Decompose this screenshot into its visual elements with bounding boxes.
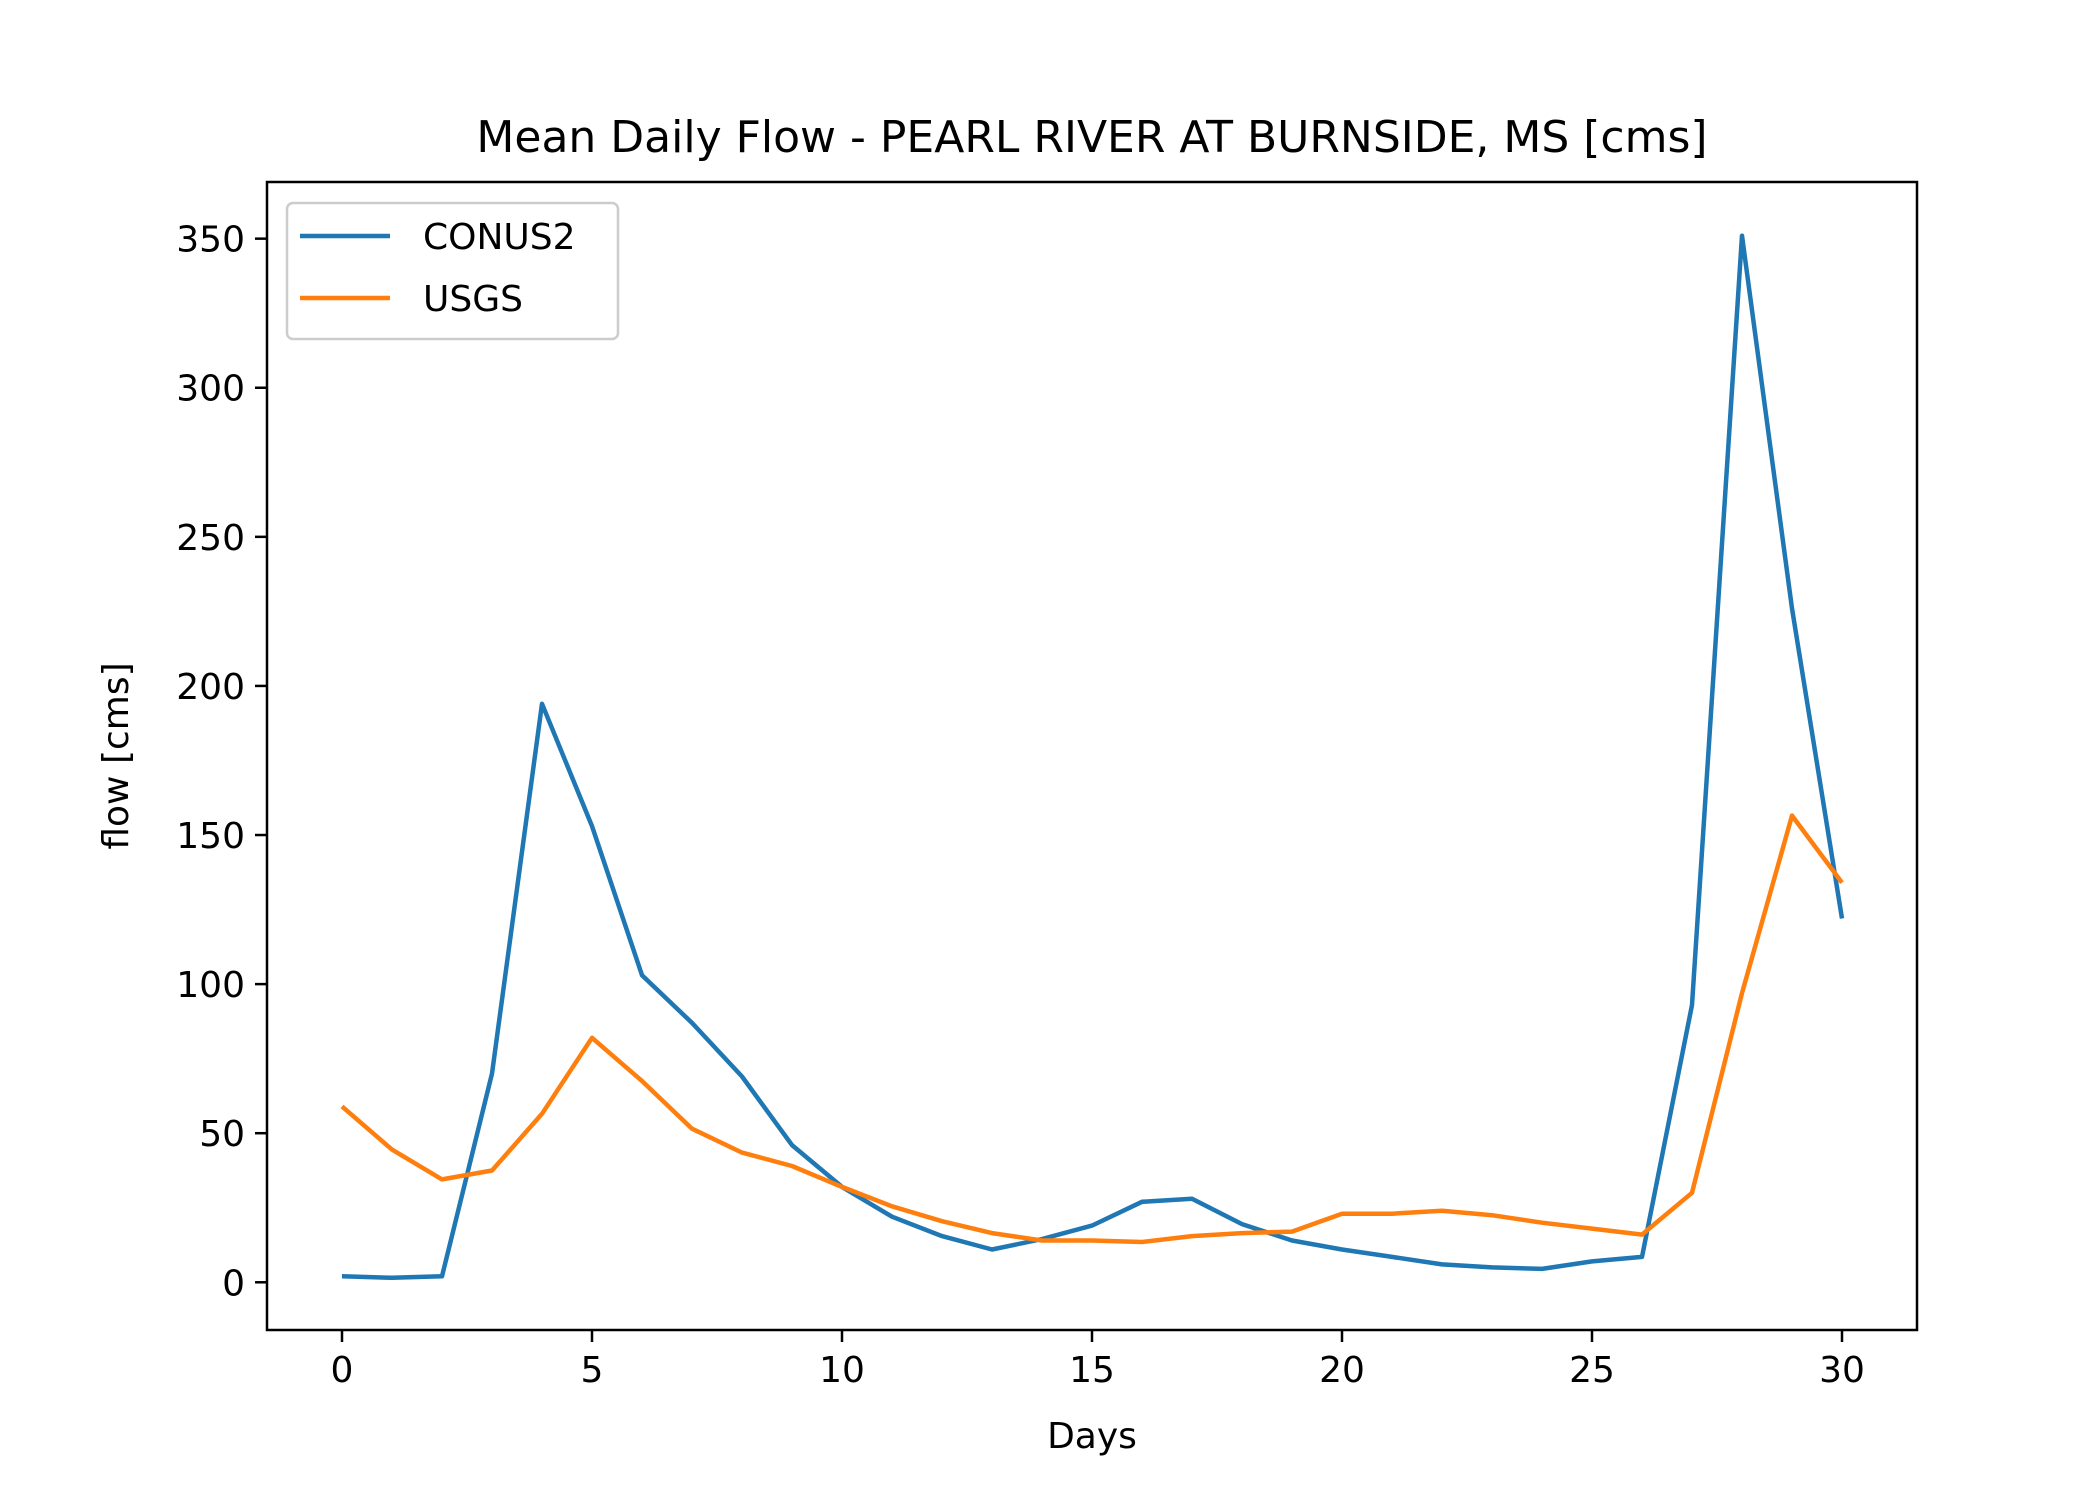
x-tick-label: 20 [1319,1350,1365,1391]
y-tick-label: 50 [199,1114,245,1155]
series-layer [340,233,1845,1281]
chart-title: Mean Daily Flow - PEARL RIVER AT BURNSID… [476,112,1707,163]
legend-label-conus2: CONUS2 [423,217,576,258]
series-line-usgs [340,813,1844,1245]
y-tick-label: 250 [176,518,245,559]
y-tick-label: 200 [176,667,245,708]
x-tick-label: 30 [1819,1350,1865,1391]
legend-label-usgs: USGS [423,279,523,320]
x-tick-label: 25 [1569,1350,1615,1391]
y-tick-label: 300 [176,369,245,410]
legend-item-conus2: CONUS2 [300,217,576,258]
y-tick-label: 0 [222,1263,245,1304]
y-tick-label: 150 [176,816,245,857]
plot-area [265,180,1919,1332]
y-tick-label: 350 [176,220,245,261]
x-tick-label: 10 [819,1350,865,1391]
y-axis-label: flow [cms] [96,662,137,849]
x-axis-ticks: 0 5 10 15 20 25 30 [331,1330,1865,1391]
series-line-conus2 [341,233,1845,1281]
legend-item-usgs: USGS [300,279,523,320]
x-axis-label: Days [1047,1416,1137,1457]
y-axis-ticks: 0 50 100 150 200 250 300 350 [176,220,267,1304]
plot-frame [265,180,1919,1332]
x-tick-label: 5 [581,1350,604,1391]
x-tick-label: 0 [331,1350,354,1391]
legend: CONUS2 USGS [285,201,620,341]
y-tick-label: 100 [176,965,245,1006]
x-tick-label: 15 [1069,1350,1115,1391]
